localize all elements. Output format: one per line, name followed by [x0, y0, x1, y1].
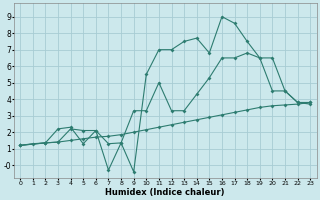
X-axis label: Humidex (Indice chaleur): Humidex (Indice chaleur): [106, 188, 225, 197]
